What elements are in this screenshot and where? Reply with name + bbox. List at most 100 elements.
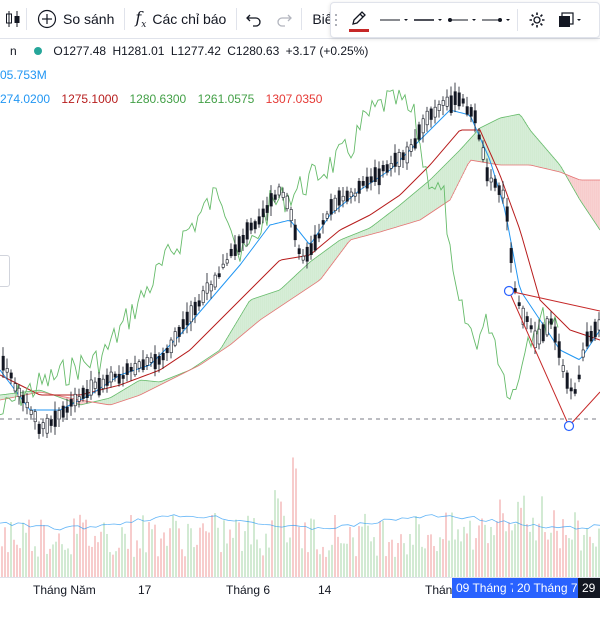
candle-body (10, 373, 12, 378)
candle-body (62, 406, 64, 417)
cloud-segment (360, 232, 362, 237)
candle-body (350, 192, 352, 197)
cloud-segment (460, 149, 462, 178)
cloud-segment (252, 299, 254, 326)
candles-icon (4, 9, 22, 29)
volume-bar (25, 533, 27, 577)
volume-bar (88, 546, 90, 577)
volume-bar (304, 522, 306, 577)
line-points-dropdown[interactable] (445, 3, 479, 37)
volume-bar (301, 548, 303, 577)
cloud-segment (270, 293, 272, 313)
candle-body (558, 342, 560, 358)
volume-bar (541, 496, 543, 577)
cloud-segment (104, 399, 106, 404)
candle-body (438, 104, 440, 110)
volume-bar (424, 548, 426, 577)
volume-bar (1, 546, 3, 577)
candle-body (82, 388, 84, 398)
cloud-segment (128, 387, 130, 399)
candle-body (550, 319, 552, 324)
drag-handle[interactable] (331, 3, 341, 37)
cloud-segment (512, 115, 514, 165)
drag-handle-icon (334, 12, 338, 28)
cloud-segment (414, 193, 416, 222)
volume-bar (295, 469, 297, 577)
cloud-segment (304, 267, 306, 290)
volume-bar (589, 537, 591, 577)
volume-bar (499, 500, 501, 577)
volume-bar (196, 545, 198, 577)
candle-body (166, 348, 168, 352)
line-end-dropdown[interactable] (479, 3, 513, 37)
volume-bar (307, 552, 309, 577)
volume-bar (466, 533, 468, 577)
volume-bar (406, 554, 408, 577)
cloud-segment (332, 245, 334, 263)
cloud-segment (530, 131, 532, 165)
candle-body (30, 410, 32, 414)
cloud-segment (292, 278, 294, 298)
cloud-segment (422, 186, 424, 218)
volume-bar (148, 522, 150, 577)
candle-body (226, 260, 228, 263)
volume-bar (247, 516, 249, 577)
price-chart[interactable] (0, 38, 600, 577)
candle-body (250, 223, 252, 230)
redo-button[interactable] (269, 0, 301, 38)
volume-bar (46, 554, 48, 577)
volume-bar (532, 518, 534, 577)
candle-body (318, 234, 320, 238)
cloud-segment (456, 153, 458, 186)
candle-body (378, 169, 380, 185)
volume-bar (199, 528, 201, 577)
time-axis[interactable]: Tháng Năm 17 Tháng 6 14 Tháng 09 Tháng 7… (0, 577, 600, 601)
candle-body (306, 247, 308, 261)
time-axis-label: 17 (138, 583, 151, 597)
cloud-segment (506, 117, 508, 165)
volume-bar (535, 540, 537, 577)
volume-bar (151, 529, 153, 577)
line-style-dropdown[interactable] (377, 3, 411, 37)
drawing-anchor-point[interactable] (565, 422, 574, 431)
cloud-segment (540, 143, 542, 168)
indicators-button[interactable]: fx Các chỉ báo (125, 0, 236, 38)
candle-body (66, 407, 68, 412)
volume-bar (142, 515, 144, 577)
volume-bar (334, 515, 336, 577)
layers-button[interactable] (552, 3, 588, 37)
candle-body (258, 217, 260, 224)
volume-bar (571, 540, 573, 577)
candle-body (406, 147, 408, 163)
candle-body (130, 367, 132, 371)
compare-button[interactable]: So sánh (27, 0, 124, 38)
candle-body (546, 319, 548, 335)
volume-bar (235, 520, 237, 577)
cloud-segment (374, 224, 376, 233)
candle-body (266, 205, 268, 212)
cloud-segment (234, 325, 236, 341)
cloud-segment (410, 196, 412, 223)
cloud-segment (534, 136, 536, 166)
candles-type-button[interactable] (0, 0, 26, 38)
candle-body (2, 356, 4, 370)
volume-bar (517, 502, 519, 577)
cloud-segment (574, 178, 576, 191)
cloud-segment (468, 140, 470, 162)
volume-bar (565, 535, 567, 577)
candle-body (402, 153, 404, 160)
drawing-anchor-point[interactable] (505, 287, 514, 296)
settings-button[interactable] (522, 3, 552, 37)
volume-bar (127, 549, 129, 577)
cloud-segment (502, 117, 504, 165)
candle-body (462, 99, 464, 103)
cloud-segment (284, 285, 286, 303)
candle-body (182, 319, 184, 328)
line-width-dropdown[interactable] (411, 3, 445, 37)
high-value: H1281.01 (112, 44, 164, 58)
collapse-legend-button[interactable] (0, 255, 10, 287)
line-color-button[interactable] (341, 3, 377, 37)
cloud-segment (388, 213, 390, 229)
compare-label: So sánh (63, 11, 114, 27)
undo-button[interactable] (237, 0, 269, 38)
